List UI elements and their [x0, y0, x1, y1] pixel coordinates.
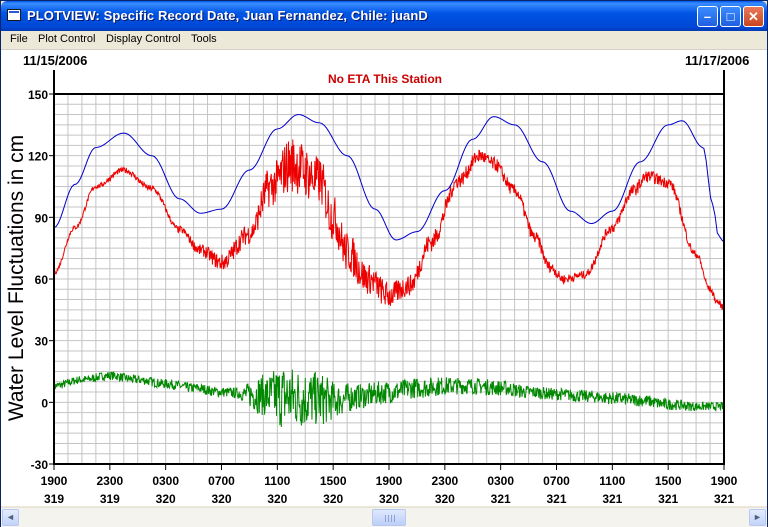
x-tick-time-label: 1500 [320, 474, 347, 488]
x-tick-day-label: 321 [602, 492, 622, 506]
x-tick-day-label: 320 [323, 492, 343, 506]
y-axis-label: Water Level Fluctuations in cm [5, 135, 28, 421]
plot-area: 11/15/2006 11/17/2006 No ETA This Statio… [1, 50, 767, 506]
menu-file[interactable]: File [10, 33, 28, 45]
y-axis-ticks: 150 120 90 60 30 0 -30 [28, 88, 54, 472]
app-icon [7, 9, 21, 21]
x-tick-time-label: 1900 [41, 474, 68, 488]
water-level-chart: 11/15/2006 11/17/2006 No ETA This Statio… [5, 53, 749, 506]
predicted-series-line [53, 114, 725, 243]
x-tick-day-label: 319 [44, 492, 64, 506]
y-tick-label: -30 [31, 458, 49, 472]
scroll-right-button[interactable]: ► [749, 509, 766, 526]
x-tick-time-label: 1500 [655, 474, 682, 488]
observed-series-line [53, 139, 725, 310]
menu-display-control[interactable]: Display Control [106, 33, 181, 45]
x-tick-time-label: 2300 [96, 474, 123, 488]
y-tick-label: 90 [35, 211, 49, 225]
x-tick-time-label: 1900 [711, 474, 738, 488]
x-tick-time-label: 2300 [431, 474, 458, 488]
y-tick-label: 0 [41, 396, 48, 410]
menu-plot-control[interactable]: Plot Control [38, 33, 96, 45]
x-tick-time-label: 1100 [264, 474, 290, 488]
x-tick-day-label: 320 [156, 492, 176, 506]
x-tick-day-label: 321 [491, 492, 511, 506]
maximize-button[interactable]: □ [720, 6, 741, 27]
y-tick-label: 150 [28, 88, 48, 102]
end-date-label: 11/17/2006 [685, 53, 749, 68]
x-tick-time-label: 0300 [487, 474, 514, 488]
grip-icon [385, 515, 395, 522]
menu-bar: File Plot Control Display Control Tools [1, 31, 767, 50]
scroll-left-button[interactable]: ◄ [2, 509, 19, 526]
x-tick-day-label: 320 [379, 492, 399, 506]
x-tick-day-label: 320 [435, 492, 455, 506]
window-title: PLOTVIEW: Specific Record Date, Juan Fer… [27, 8, 428, 23]
x-tick-time-label: 1100 [599, 474, 625, 488]
chart-series [53, 114, 725, 428]
x-tick-day-label: 319 [100, 492, 120, 506]
x-tick-day-label: 321 [546, 492, 566, 506]
x-tick-time-label: 0700 [208, 474, 235, 488]
x-tick-time-label: 0700 [543, 474, 570, 488]
x-tick-day-label: 321 [714, 492, 734, 506]
x-tick-time-label: 0300 [152, 474, 179, 488]
x-tick-time-label: 1900 [376, 474, 403, 488]
eta-notice: No ETA This Station [328, 72, 442, 86]
title-bar[interactable]: PLOTVIEW: Specific Record Date, Juan Fer… [1, 1, 767, 31]
y-tick-label: 30 [35, 335, 49, 349]
start-date-label: 11/15/2006 [23, 53, 87, 68]
residual-series-line [53, 369, 725, 428]
x-tick-day-label: 320 [267, 492, 287, 506]
y-tick-label: 60 [35, 273, 49, 287]
menu-tools[interactable]: Tools [191, 33, 217, 45]
close-button[interactable]: ✕ [743, 6, 764, 27]
x-axis-ticks: 1900 319 2300 319 0300 320 0700 320 1100 320 1500 3… [41, 464, 738, 506]
horizontal-scrollbar[interactable]: ◄ ► [1, 507, 767, 527]
x-tick-day-label: 321 [658, 492, 678, 506]
minimize-button[interactable]: – [697, 6, 718, 27]
y-tick-label: 120 [28, 150, 48, 164]
chart-grid [53, 93, 725, 465]
scroll-thumb[interactable] [372, 509, 406, 526]
x-tick-day-label: 320 [211, 492, 231, 506]
